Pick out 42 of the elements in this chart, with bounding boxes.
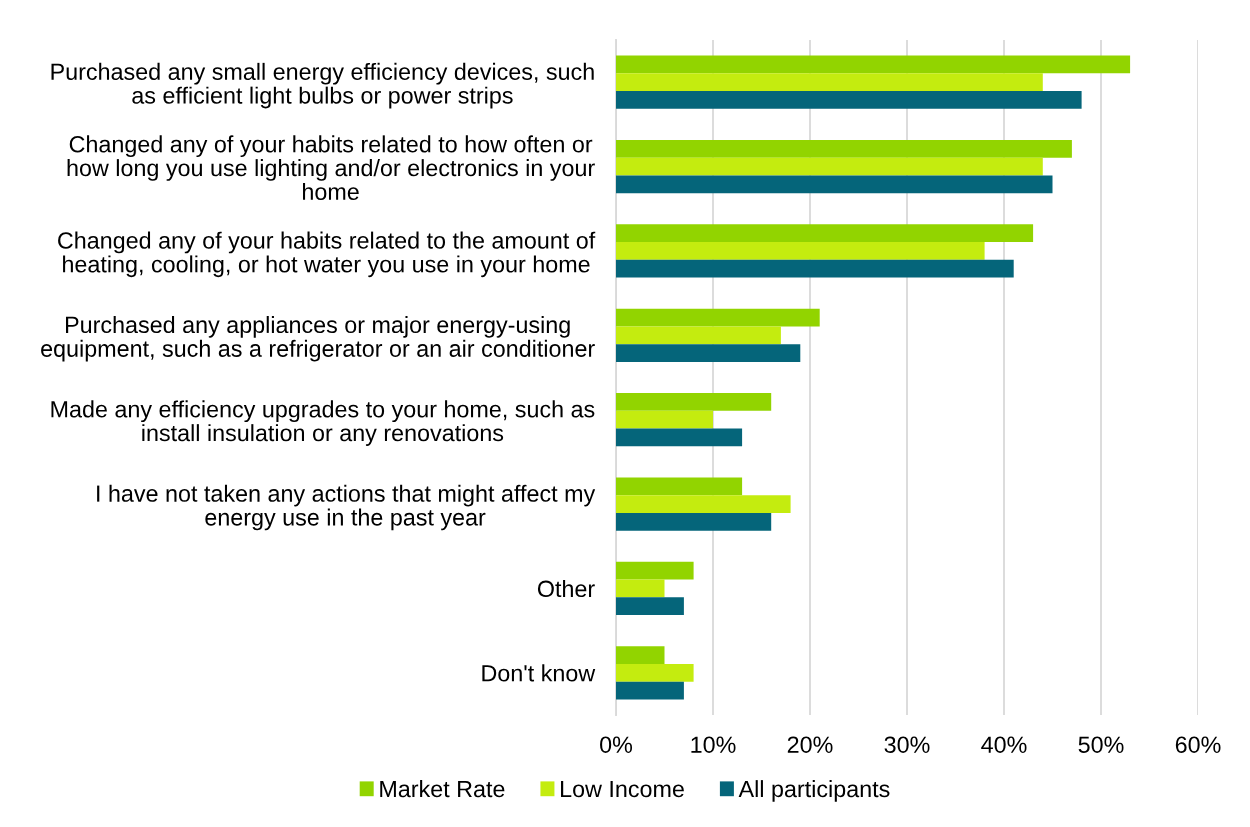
legend-label: Low Income bbox=[561, 780, 684, 798]
legend-label: All participants bbox=[738, 780, 890, 802]
bar bbox=[616, 175, 1053, 194]
bar bbox=[616, 326, 781, 345]
x-tick-label: 50% bbox=[1078, 736, 1124, 753]
bar bbox=[616, 681, 684, 700]
bar bbox=[616, 242, 985, 260]
bar bbox=[616, 393, 772, 411]
bar bbox=[616, 477, 743, 496]
y-tick-label: Made any efficiency upgrades to your home, such as install insulation or any renovations bbox=[51, 400, 595, 446]
x-tick-label: 10% bbox=[691, 736, 736, 753]
x-tick-label: 30% bbox=[884, 736, 930, 753]
bar bbox=[616, 663, 694, 682]
bar bbox=[616, 428, 743, 447]
x-tick-label: 40% bbox=[981, 736, 1027, 753]
y-tick-label: Other bbox=[537, 579, 595, 598]
y-tick-label: Changed any of your habits related to the amount of heating, cooling, or hot water you use in your home bbox=[58, 231, 596, 278]
bar bbox=[616, 344, 801, 362]
bar bbox=[616, 646, 665, 664]
bar bbox=[616, 55, 1131, 74]
y-tick-label: Don't know bbox=[482, 664, 596, 682]
x-tick-label: 60% bbox=[1175, 736, 1221, 753]
bar bbox=[616, 308, 820, 327]
bar bbox=[616, 157, 1043, 176]
y-tick-label: Purchased any appliances or major energy-using equipment, such as a refrigerator or an air conditioner bbox=[41, 315, 595, 362]
bar bbox=[616, 561, 694, 580]
y-tick-label: Changed any of your habits related to how often or how long you use lighting and/or electronics in your home bbox=[67, 135, 595, 201]
bar bbox=[616, 597, 684, 616]
y-tick-label: Purchased any small energy efficiency devices, such as efficient light bulbs or power strips bbox=[51, 62, 594, 109]
bar bbox=[616, 579, 665, 598]
bar bbox=[616, 512, 772, 531]
legend-label: Market Rate bbox=[380, 780, 505, 798]
bar bbox=[616, 259, 1014, 278]
bar bbox=[616, 73, 1043, 92]
bar bbox=[616, 224, 1034, 243]
x-tick-label: 0% bbox=[600, 736, 633, 753]
bar bbox=[616, 139, 1072, 158]
bar bbox=[616, 495, 791, 513]
bar bbox=[616, 91, 1082, 109]
y-tick-label: I have not taken any actions that might affect my energy use in the past year bbox=[97, 484, 596, 531]
x-tick-label: 20% bbox=[787, 736, 833, 753]
bar bbox=[616, 410, 713, 429]
